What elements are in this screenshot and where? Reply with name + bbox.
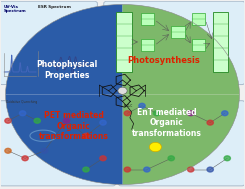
Text: Oxidative Quenching: Oxidative Quenching bbox=[6, 100, 37, 104]
Text: UV-Vis
Spectrum: UV-Vis Spectrum bbox=[4, 5, 26, 13]
FancyBboxPatch shape bbox=[0, 1, 98, 84]
FancyBboxPatch shape bbox=[141, 39, 154, 51]
Circle shape bbox=[187, 111, 194, 116]
Text: EnT mediated
Organic
transformations: EnT mediated Organic transformations bbox=[131, 108, 201, 138]
Circle shape bbox=[83, 167, 89, 172]
Circle shape bbox=[100, 156, 106, 161]
Circle shape bbox=[139, 103, 145, 108]
Wedge shape bbox=[122, 5, 239, 94]
Circle shape bbox=[118, 87, 127, 94]
Text: Photosynthesis: Photosynthesis bbox=[128, 56, 200, 65]
FancyBboxPatch shape bbox=[192, 39, 205, 51]
Circle shape bbox=[153, 111, 160, 116]
FancyBboxPatch shape bbox=[104, 1, 245, 84]
Wedge shape bbox=[6, 5, 122, 94]
Circle shape bbox=[41, 148, 48, 153]
Circle shape bbox=[124, 167, 131, 172]
Circle shape bbox=[63, 118, 70, 123]
FancyBboxPatch shape bbox=[0, 101, 116, 186]
Text: MeO₂C: MeO₂C bbox=[124, 104, 133, 108]
Circle shape bbox=[5, 148, 11, 153]
Text: PET mediated
Organic
transformations: PET mediated Organic transformations bbox=[39, 112, 109, 141]
Text: Photophysical
Properties: Photophysical Properties bbox=[36, 60, 97, 80]
Circle shape bbox=[34, 118, 40, 123]
Circle shape bbox=[83, 133, 89, 138]
FancyBboxPatch shape bbox=[192, 13, 205, 25]
FancyBboxPatch shape bbox=[118, 101, 245, 186]
Text: ESR Spectrum: ESR Spectrum bbox=[38, 5, 72, 9]
Circle shape bbox=[207, 167, 213, 172]
FancyBboxPatch shape bbox=[116, 12, 132, 72]
Circle shape bbox=[168, 156, 174, 161]
Circle shape bbox=[5, 118, 11, 123]
Circle shape bbox=[187, 167, 194, 172]
Circle shape bbox=[207, 120, 213, 125]
Circle shape bbox=[124, 111, 131, 116]
Circle shape bbox=[144, 167, 150, 172]
Circle shape bbox=[22, 156, 28, 161]
Circle shape bbox=[149, 142, 161, 152]
Wedge shape bbox=[122, 94, 239, 184]
Wedge shape bbox=[6, 94, 122, 184]
Circle shape bbox=[100, 120, 106, 125]
Circle shape bbox=[222, 111, 228, 116]
FancyBboxPatch shape bbox=[141, 13, 154, 25]
Circle shape bbox=[224, 156, 230, 161]
FancyBboxPatch shape bbox=[171, 26, 185, 38]
FancyBboxPatch shape bbox=[213, 12, 229, 72]
Circle shape bbox=[19, 111, 26, 116]
